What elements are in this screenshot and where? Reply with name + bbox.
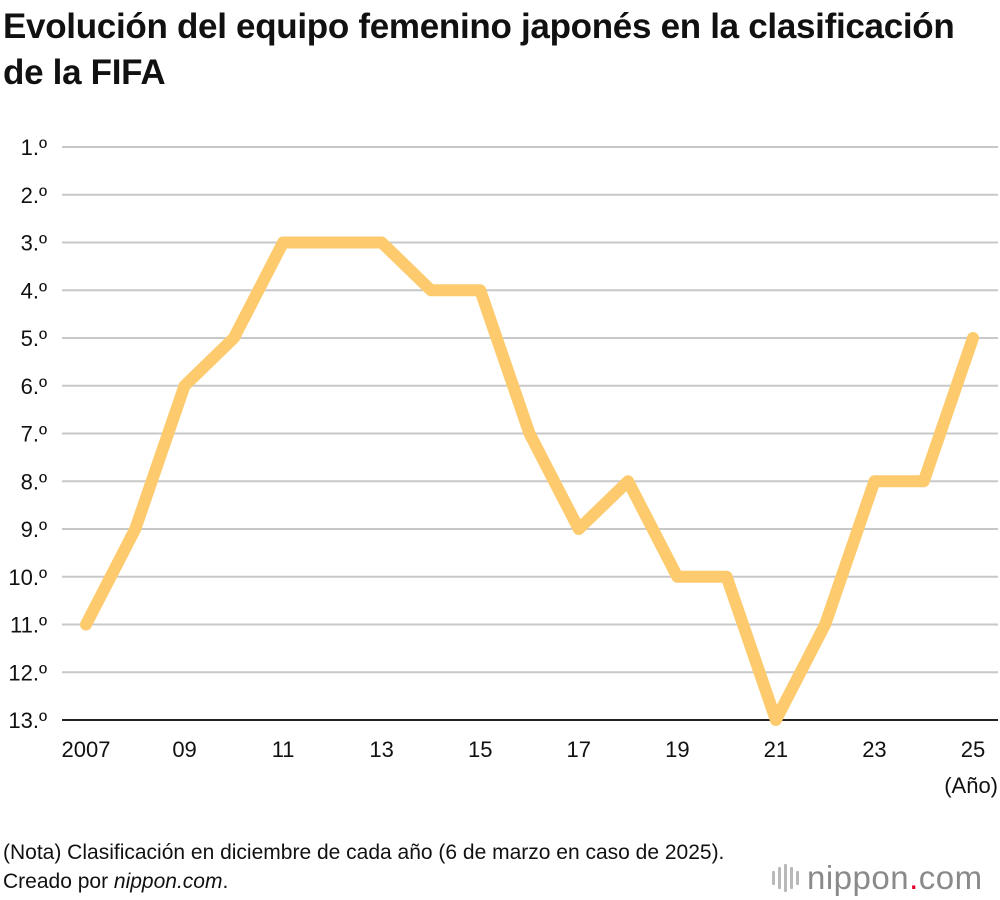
x-axis-ticks: 2007 09 11 13 15 17 19 21 23 25 [62,737,986,762]
x-tick-label: 09 [172,737,196,762]
note-source: nippon.com [113,870,223,893]
x-axis-label: (Año) [944,773,998,798]
note-text: (Nota) Clasificación en diciembre de cad… [3,841,725,893]
y-tick-label: 10.º [8,565,47,590]
x-tick-label: 13 [369,737,393,762]
y-tick-label: 9.º [21,517,47,542]
y-tick-label: 8.º [21,469,47,494]
line-chart: 1.º 2.º 3.º 4.º 5.º 6.º 7.º 8.º 9.º 10.º 11.º 12.º 1… [8,135,998,798]
y-tick-label: 11.º [10,613,47,638]
x-tick-label: 2007 [62,737,111,762]
note-end: . [222,870,229,893]
chart-note: (Nota) Clasificación en diciembre de cad… [3,838,763,896]
chart-title: Evolución del equipo femenino japonés en… [3,7,955,92]
logo-wordmark: nippon.com [807,859,983,897]
x-tick-label: 21 [764,737,788,762]
logo-dot: . [909,859,919,896]
y-tick-label: 12.º [8,660,47,685]
x-tick-label: 11 [272,737,295,762]
logo-bars-icon [772,864,799,892]
logo-tld: com [918,859,983,896]
y-tick-label: 4.º [21,278,47,303]
x-tick-label: 25 [961,737,985,762]
y-tick-label: 2.º [21,183,47,208]
x-tick-label: 15 [468,737,492,762]
nippon-logo: nippon.com [772,858,983,898]
x-tick-label: 23 [862,737,886,762]
x-tick-label: 19 [665,737,689,762]
y-tick-label: 13.º [8,708,47,733]
y-tick-label: 7.º [21,422,47,447]
y-tick-label: 5.º [21,326,47,351]
y-axis-ticks: 1.º 2.º 3.º 4.º 5.º 6.º 7.º 8.º 9.º 10.º 11.º 12.º 1… [8,135,47,733]
series-line [80,236,979,726]
y-tick-label: 1.º [21,135,47,160]
y-tick-label: 3.º [21,231,47,256]
y-tick-label: 6.º [21,374,47,399]
series-group [80,236,979,726]
logo-name: nippon [807,859,910,896]
x-tick-label: 17 [567,737,591,762]
